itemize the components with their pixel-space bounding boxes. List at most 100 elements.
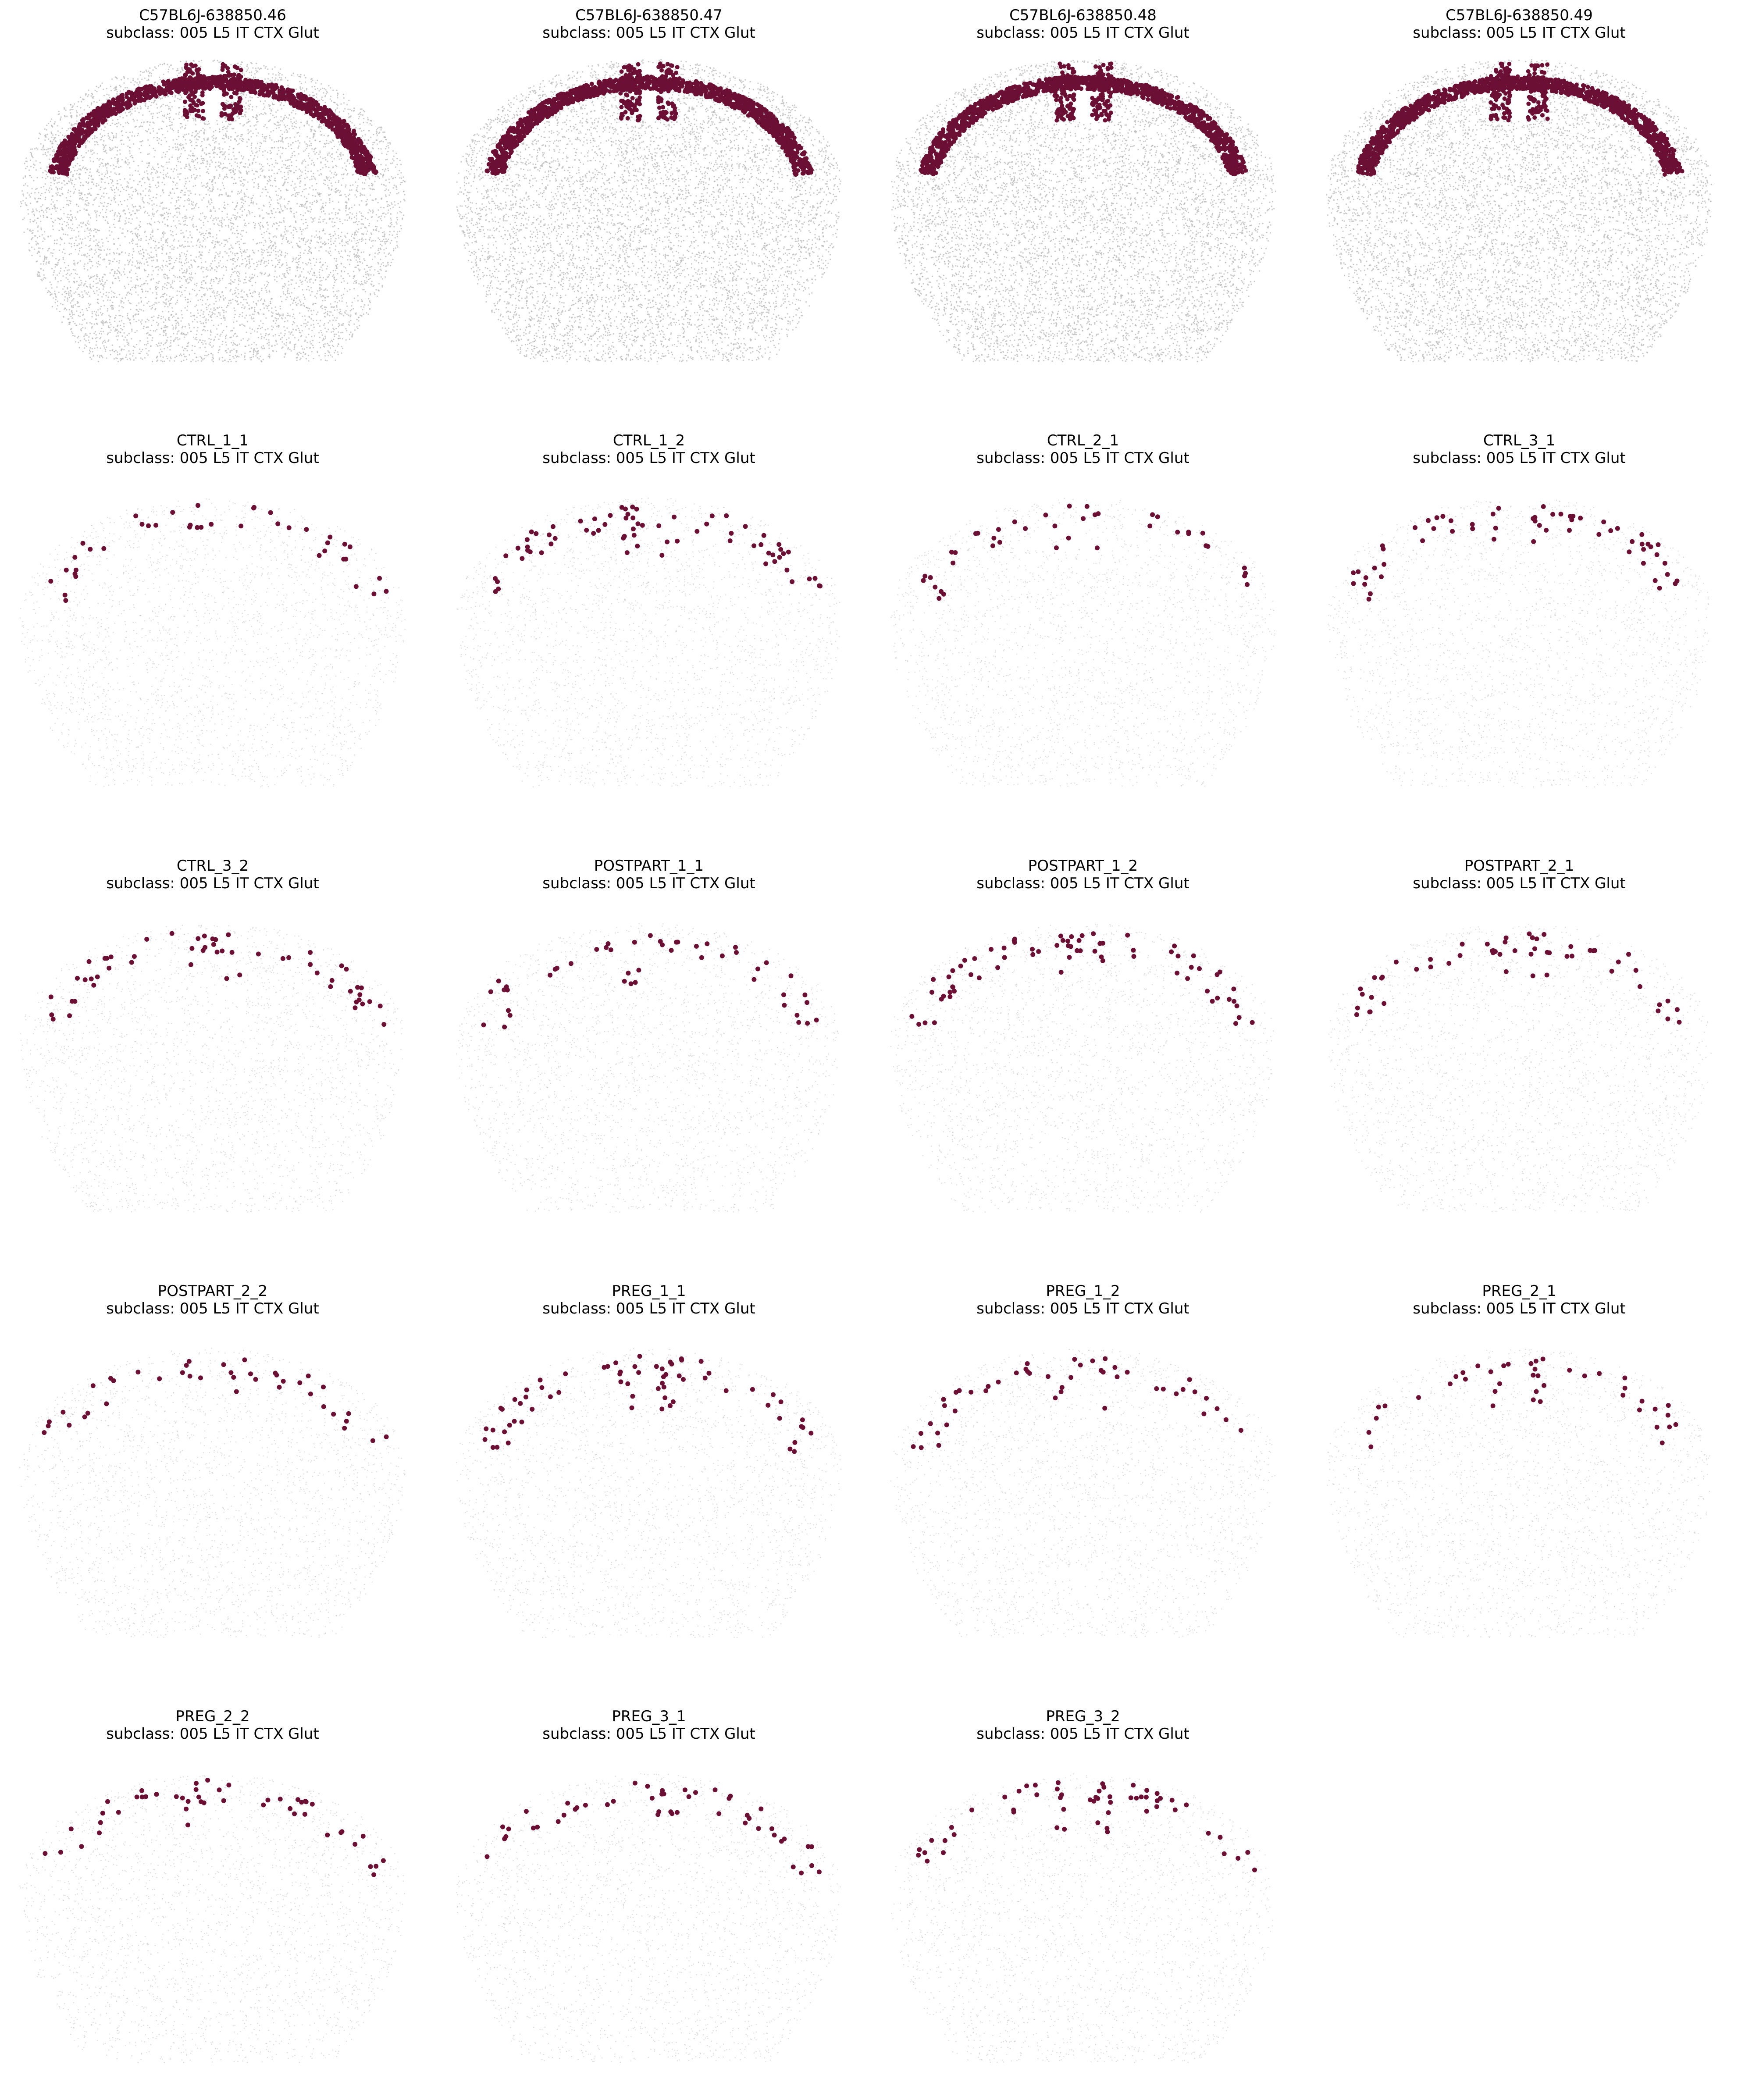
background-cell (368, 185, 370, 186)
background-cell (313, 176, 314, 177)
background-cell (213, 279, 214, 280)
background-cell (357, 252, 358, 253)
sample-name: C57BL6J-638850.46 (15, 7, 410, 24)
background-cell (125, 252, 126, 253)
background-cell (245, 196, 246, 197)
background-cell (210, 280, 212, 281)
background-cell (60, 209, 61, 210)
background-cell (397, 231, 398, 232)
background-cell (288, 293, 290, 294)
background-cell (48, 139, 49, 140)
background-cell (74, 191, 75, 192)
background-cell (246, 141, 248, 142)
background-cell (89, 295, 90, 297)
background-cell (122, 187, 123, 188)
background-cell (150, 190, 151, 192)
background-cell (319, 325, 321, 327)
background-cell (63, 233, 64, 235)
background-cell (105, 150, 107, 151)
background-cell (77, 211, 78, 213)
background-cell (298, 339, 299, 341)
background-cell (343, 294, 344, 295)
background-cell (338, 212, 339, 214)
background-cell (203, 271, 204, 272)
background-cell (110, 85, 111, 87)
background-cell (264, 150, 266, 152)
background-cell (330, 241, 331, 242)
background-cell (385, 241, 387, 242)
background-cell (385, 180, 387, 181)
background-cell (268, 305, 270, 306)
background-cell (315, 131, 316, 132)
background-cell (102, 159, 103, 160)
background-cell (253, 133, 254, 134)
background-cell (285, 333, 286, 335)
background-cell (187, 343, 189, 344)
background-cell (101, 139, 102, 140)
background-cell (92, 138, 93, 139)
background-cell (137, 236, 138, 237)
background-cell (162, 361, 163, 362)
background-cell (89, 175, 90, 176)
background-cell (102, 277, 103, 278)
background-cell (249, 277, 250, 278)
background-cell (396, 189, 397, 190)
background-cell (149, 162, 150, 164)
background-cell (299, 142, 300, 143)
background-cell (323, 146, 324, 147)
background-cell (102, 357, 103, 358)
background-cell (112, 302, 113, 303)
background-cell (119, 353, 121, 355)
background-cell (356, 218, 357, 220)
background-cell (330, 303, 331, 305)
background-cell (232, 171, 234, 172)
background-cell (34, 164, 36, 166)
background-cell (308, 334, 309, 335)
background-cell (306, 208, 307, 209)
background-cell (377, 253, 379, 255)
background-cell (188, 133, 189, 135)
background-cell (293, 215, 295, 217)
background-cell (159, 138, 160, 139)
background-cell (329, 247, 331, 249)
background-cell (132, 233, 133, 234)
background-cell (222, 129, 224, 130)
background-cell (330, 236, 331, 237)
background-cell (185, 326, 186, 327)
background-cell (352, 214, 353, 215)
background-cell (385, 164, 387, 166)
background-cell (223, 163, 224, 164)
background-cell (205, 261, 206, 263)
background-cell (71, 312, 73, 313)
background-cell (121, 79, 122, 80)
background-cell (358, 317, 359, 318)
background-cell (135, 321, 137, 322)
background-cell (147, 332, 149, 334)
background-cell (147, 291, 149, 292)
background-cell (181, 314, 182, 315)
background-cell (112, 345, 113, 346)
background-cell (389, 182, 390, 183)
background-cell (271, 170, 273, 171)
background-cell (96, 214, 97, 216)
background-cell (183, 276, 185, 277)
background-cell (136, 276, 138, 277)
background-cell (218, 143, 220, 145)
background-cell (161, 105, 162, 107)
background-cell (360, 213, 362, 214)
background-cell (276, 320, 277, 321)
background-cell (49, 187, 50, 189)
background-cell (255, 68, 256, 69)
background-cell (196, 245, 197, 246)
background-cell (252, 328, 253, 330)
background-cell (269, 206, 271, 207)
background-cell (300, 325, 302, 326)
background-cell (265, 317, 267, 319)
background-cell (28, 243, 30, 244)
background-cell (139, 340, 141, 342)
background-cell (58, 114, 59, 115)
background-cell (43, 145, 44, 146)
background-cell (156, 303, 157, 304)
background-cell (296, 160, 297, 161)
background-cell (219, 359, 220, 360)
